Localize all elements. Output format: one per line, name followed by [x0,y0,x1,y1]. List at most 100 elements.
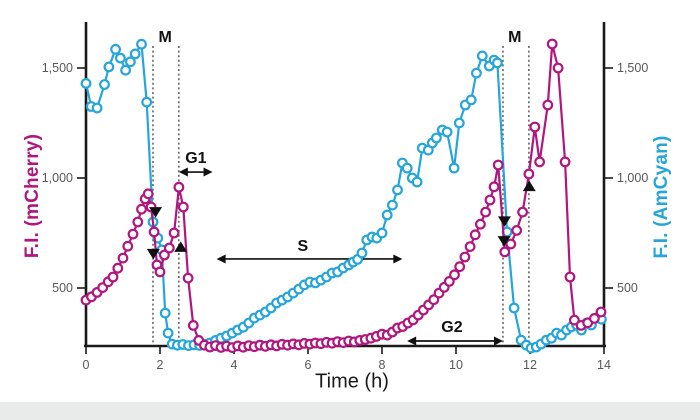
mcherry-data-point [511,224,523,236]
arrowhead [216,254,226,264]
left-axis-title: F.I. (mCherry) [22,133,43,259]
phase-label-m: M [508,29,521,46]
mcherry-data-point [484,194,496,206]
mcherry-data-point [488,181,500,193]
event-marker-triangles [146,180,536,260]
amcyan-data-point [141,96,153,108]
phase-label-g1: G1 [185,150,206,167]
mcherry-data-point [529,121,541,133]
amcyan-data-point [114,52,126,64]
arrowhead [393,254,403,264]
amcyan-data-point [381,209,393,221]
x-tick-label: 0 [83,358,90,372]
mcherry-data-point [469,229,481,241]
amcyan-data-point [448,162,460,174]
amcyan-data-point [80,77,92,89]
phase-label-s: S [297,238,308,255]
mcherry-data-point [163,242,175,254]
mcherry-data-point [142,188,154,200]
amcyan-line [84,43,602,350]
x-tick-label: 10 [449,358,463,372]
amcyan-data-point [376,227,388,239]
y-tick-label-left: 500 [52,281,73,295]
mcherry-data-point [454,261,466,273]
arrowhead [203,167,213,177]
page-background-strip [0,402,700,420]
mcherry-data-point [177,201,189,213]
mcherry-data-point [523,168,535,180]
mcherry-data-point [534,156,545,168]
amcyan-data-point [492,57,503,69]
amcyan-data-point [508,302,520,314]
phase-duration-arrows: G1 S G2 [178,150,503,346]
amcyan-data-point [129,48,141,60]
mcherry-data-point [564,271,576,283]
mcherry-data-point [173,181,185,193]
amcyan-data-point [465,94,477,106]
right-axis-title: F.I. (AmCyan) [651,135,672,259]
amcyan-data-point [471,67,482,79]
amcyan-data-point [476,50,488,62]
triangle-down-marker [497,236,511,247]
mcherry-data-point [499,246,511,258]
amcyan-data-point [392,184,403,196]
mcherry-data-point [148,226,160,238]
axes: 500 500 1,000 1,000 1,500 1,500 0 2 4 6 8 10 12 14 [42,22,648,372]
triangle-down-marker [497,216,511,227]
amcyan-data-point [124,56,136,68]
mcherry-data-point [182,272,194,284]
amcyan-data-point [136,38,147,50]
amcyan-data-point [387,199,398,211]
x-tick-label: 12 [523,358,537,372]
amcyan-data-point [453,117,465,129]
phase-label-m: M [159,29,172,46]
y-tick-label-right: 1,000 [617,171,648,185]
triangle-up-marker [174,241,188,252]
mcherry-data-point [559,156,571,168]
amcyan-data-point [110,43,121,55]
amcyan-data-point [356,247,368,259]
x-axis-title: Time (h) [315,370,389,393]
y-tick-label-left: 1,000 [42,171,73,185]
mcherry-data-point [480,206,492,218]
mcherry-data-point [112,262,124,274]
arrowhead [493,336,503,346]
mcherry-data-point [569,314,580,326]
y-tick-label-left: 1,500 [42,61,73,75]
mcherry-data-point [464,241,476,253]
amcyan-data-point [99,79,110,90]
mcherry-data-point [492,159,504,171]
amcyan-data-point [120,64,131,76]
mcherry-data-point [168,227,180,239]
x-tick-label: 2 [157,358,164,372]
amcyan-data-point [159,307,171,319]
mcherry-data-point [122,240,134,252]
triangle-down-marker [149,207,163,218]
mcherry-data-point [542,99,554,111]
mcherry-data-point [517,206,528,218]
mcherry-data-point [459,251,471,263]
mcherry-data-point [595,306,607,318]
amcyan-series [80,38,607,354]
amcyan-data-point [103,61,115,73]
mcherry-data-point [107,271,119,283]
triangle-down-marker [146,248,160,260]
x-tick-label: 14 [597,358,611,372]
amcyan-data-point [431,132,442,144]
mcherry-data-point [117,252,129,264]
amcyan-data-point [162,327,174,339]
mcherry-data-point [589,313,600,324]
mcherry-data-point [505,238,517,250]
mcherry-data-point [552,62,564,74]
mcherry-series [80,38,607,354]
x-tick-label: 6 [305,358,312,372]
mcherry-data-point [158,249,170,261]
arrowhead [178,167,188,177]
mcherry-data-point [127,228,139,240]
y-tick-label-right: 1,500 [617,61,648,75]
amcyan-data-point [411,176,423,188]
y-tick-label-right: 500 [617,281,638,295]
